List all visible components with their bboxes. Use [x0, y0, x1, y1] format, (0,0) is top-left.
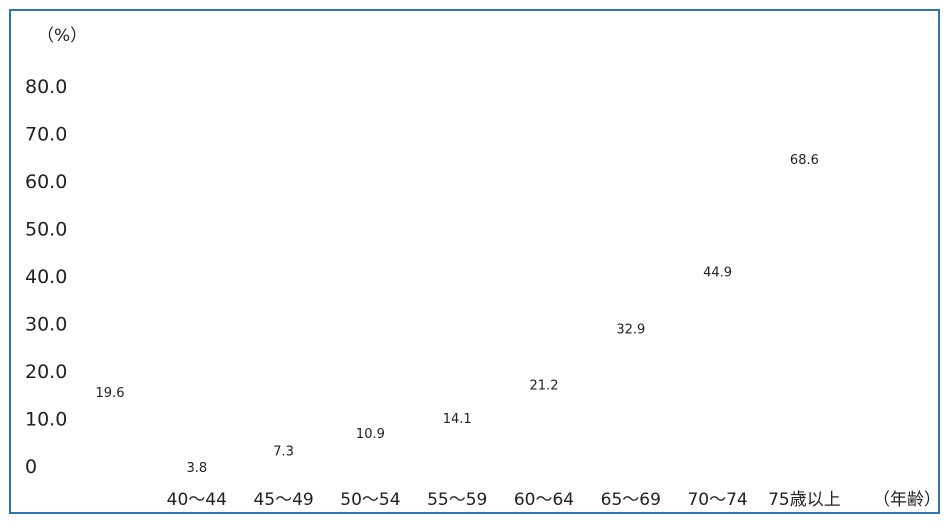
x-tick-label: 50～54 [340, 490, 400, 510]
x-tick-label: 70～74 [687, 490, 747, 510]
y-tick-label: 20.0 [25, 361, 67, 383]
y-tick-label: 70.0 [25, 124, 67, 146]
data-label: 32.9 [616, 323, 645, 338]
data-label: 44.9 [703, 266, 732, 281]
x-tick-label: 55～59 [427, 490, 487, 510]
x-tick-label: 45～49 [253, 490, 313, 510]
x-tick-label: 40～44 [167, 490, 227, 510]
chart: （%） 0 10.0 20.0 30.0 40.0 50.0 60.0 70.0 80.0 40～4… [25, 26, 938, 510]
x-tick-label: 65～69 [601, 490, 661, 510]
y-tick-label: 50.0 [25, 219, 67, 241]
data-label: 10.9 [356, 427, 385, 442]
chart-frame: （%） 0 10.0 20.0 30.0 40.0 50.0 60.0 70.0 80.0 40～4… [9, 9, 940, 514]
y-tick-label: 40.0 [25, 266, 67, 288]
data-label: 19.6 [96, 386, 125, 401]
y-tick-label: 0 [25, 456, 37, 478]
x-tick-label: 60～64 [514, 490, 574, 510]
y-tick-label: 30.0 [25, 314, 67, 336]
x-tick-label: 75歳以上 [768, 490, 841, 510]
data-label: 7.3 [273, 444, 294, 459]
x-axis-unit: （年齢） [873, 490, 938, 510]
data-label: 14.1 [443, 412, 472, 427]
y-tick-label: 10.0 [25, 409, 67, 431]
data-label: 21.2 [530, 378, 559, 393]
y-tick-label: 80.0 [25, 76, 67, 98]
y-axis-unit: （%） [37, 26, 87, 46]
data-label: 3.8 [186, 461, 207, 476]
data-label: 68.6 [790, 153, 819, 168]
y-tick-label: 60.0 [25, 171, 67, 193]
